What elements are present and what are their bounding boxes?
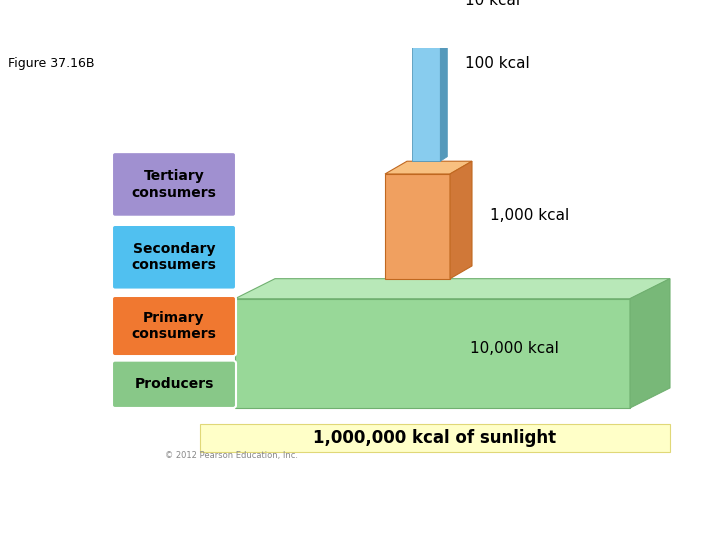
Polygon shape	[235, 279, 670, 299]
FancyBboxPatch shape	[112, 225, 236, 289]
Text: Primary
consumers: Primary consumers	[132, 311, 217, 341]
Text: 1,000,000 kcal of sunlight: 1,000,000 kcal of sunlight	[313, 429, 557, 447]
FancyBboxPatch shape	[112, 361, 236, 408]
FancyBboxPatch shape	[112, 296, 236, 356]
Text: Tertiary
consumers: Tertiary consumers	[132, 170, 217, 200]
Polygon shape	[385, 174, 450, 279]
Text: 10,000 kcal: 10,000 kcal	[470, 341, 559, 356]
Text: Figure 37.16B: Figure 37.16B	[8, 57, 94, 70]
Polygon shape	[630, 279, 670, 408]
Text: Secondary
consumers: Secondary consumers	[132, 242, 217, 272]
Polygon shape	[413, 2, 441, 161]
Text: Producers: Producers	[135, 377, 214, 392]
Polygon shape	[385, 161, 472, 174]
Polygon shape	[441, 0, 447, 161]
Polygon shape	[235, 299, 630, 408]
Polygon shape	[200, 424, 670, 451]
Polygon shape	[413, 0, 447, 2]
Text: 100 kcal: 100 kcal	[465, 56, 530, 71]
Polygon shape	[450, 161, 472, 279]
Text: © 2012 Pearson Education, Inc.: © 2012 Pearson Education, Inc.	[165, 451, 298, 460]
Text: 10 kcal: 10 kcal	[465, 0, 521, 8]
FancyBboxPatch shape	[112, 152, 236, 217]
Text: 1,000 kcal: 1,000 kcal	[490, 208, 570, 223]
